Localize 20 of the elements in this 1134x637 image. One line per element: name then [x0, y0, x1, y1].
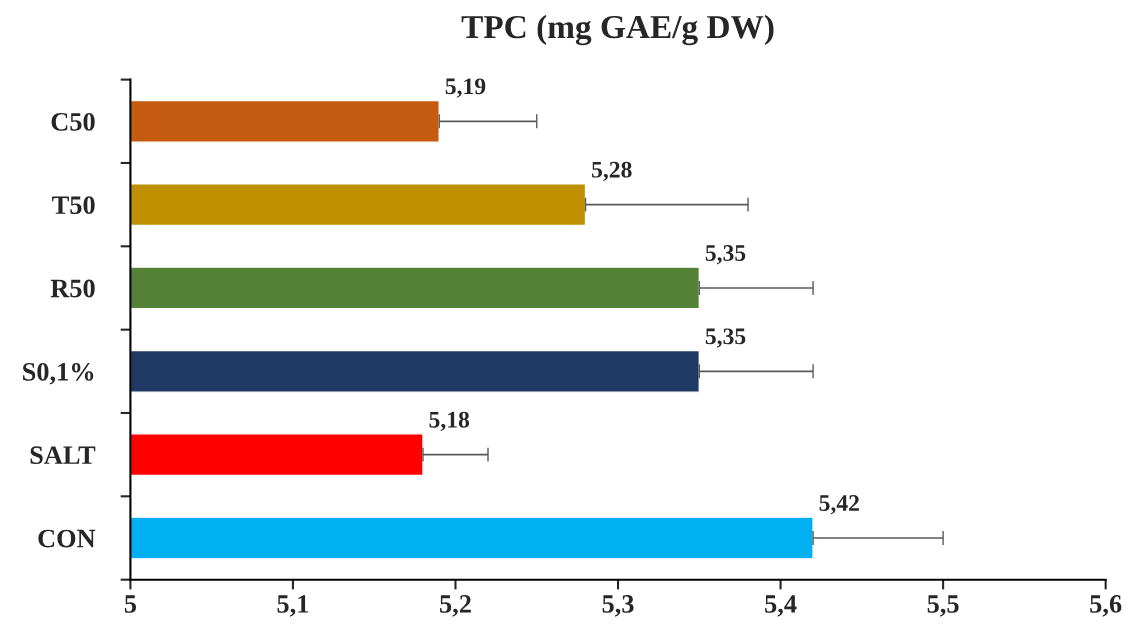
data-label: 5,19 [445, 78, 486, 98]
x-tick-label: 5,5 [927, 595, 959, 617]
data-label: 5,35 [705, 328, 746, 348]
data-label: 5,35 [705, 245, 746, 265]
x-tick-label: 5,4 [765, 595, 797, 617]
chart-title: TPC (mg GAE/g DW) [461, 14, 774, 46]
x-tick-label: 5 [124, 595, 137, 613]
y-tick-label: R50 [50, 279, 95, 298]
y-tick-label: T50 [52, 196, 95, 215]
x-tick-label: 5,1 [277, 595, 309, 617]
y-tick-label: SALT [30, 446, 96, 465]
x-tick-label: 5,2 [440, 595, 471, 617]
x-tick-label: 5,6 [1090, 595, 1122, 617]
x-tick-label: 5,3 [602, 595, 634, 617]
y-tick-label: C50 [51, 112, 95, 131]
y-tick-label: CON [38, 529, 96, 548]
data-label: 5,18 [429, 411, 470, 432]
y-tick-label: S0,1% [23, 362, 94, 385]
data-label: 5,42 [819, 495, 859, 515]
data-label: 5,28 [592, 161, 632, 182]
